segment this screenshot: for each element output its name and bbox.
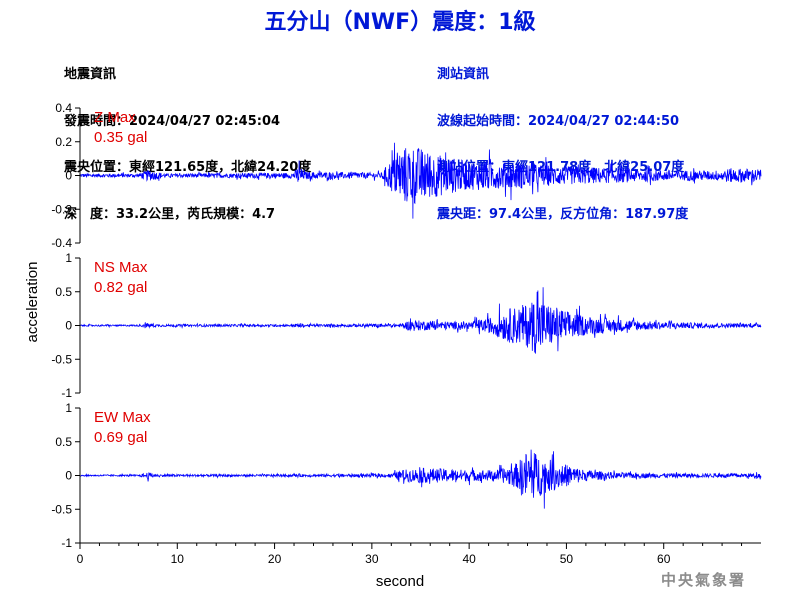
x-tick-label: 0 bbox=[77, 552, 84, 566]
y-axis-label: acceleration bbox=[24, 262, 41, 343]
station-info-heading: 測站資訊 bbox=[437, 67, 490, 82]
y-tick-label-ew: 0 bbox=[65, 469, 72, 483]
wave-start-time: 波線起始時間：2024/04/27 02:44:50 bbox=[437, 113, 680, 129]
waveform-z bbox=[79, 142, 762, 219]
max-title-ns: NS Max bbox=[94, 259, 148, 276]
waveform-ns bbox=[79, 287, 762, 354]
event-info-heading: 地震資訊 bbox=[64, 67, 117, 82]
y-tick-label-ns: 0 bbox=[65, 319, 72, 333]
y-tick-label-z: 0.4 bbox=[55, 101, 72, 115]
y-tick-label-ew: 1 bbox=[65, 401, 72, 415]
max-value-z: 0.35 gal bbox=[94, 129, 147, 146]
waveform-ew bbox=[79, 449, 762, 509]
depth-magnitude: 深 度：33.2公里，芮氏規模：4.7 bbox=[64, 206, 276, 222]
x-tick-label: 50 bbox=[560, 552, 574, 566]
y-tick-label-ew: -0.5 bbox=[51, 502, 72, 516]
station-info: 測站資訊 波線起始時間：2024/04/27 02:44:50 測站位置：東經1… bbox=[437, 36, 688, 238]
y-tick-label-ns: 0.5 bbox=[55, 285, 72, 299]
max-value-ns: 0.82 gal bbox=[94, 279, 147, 296]
origin-time: 發震時間：2024/04/27 02:45:04 bbox=[64, 113, 281, 129]
x-tick-label: 10 bbox=[171, 552, 185, 566]
distance-azimuth: 震央距：97.4公里，反方位角：187.97度 bbox=[437, 206, 689, 222]
y-tick-label-z: 0 bbox=[65, 169, 72, 183]
x-tick-label: 40 bbox=[462, 552, 476, 566]
y-tick-label-ew: 0.5 bbox=[55, 435, 72, 449]
y-tick-label-ns: -1 bbox=[61, 386, 72, 400]
epicenter: 震央位置：東經121.65度，北緯24.20度 bbox=[64, 160, 312, 175]
max-title-z: Z Max bbox=[94, 109, 136, 126]
chart-title: 五分山（NWF）震度：1級 bbox=[264, 10, 536, 35]
y-tick-label-ew: -1 bbox=[61, 536, 72, 550]
x-axis-label: second bbox=[376, 573, 424, 590]
y-tick-label-z: -0.4 bbox=[51, 236, 72, 250]
y-tick-label-ns: -0.5 bbox=[51, 352, 72, 366]
max-title-ew: EW Max bbox=[94, 409, 151, 426]
y-tick-label-z: 0.2 bbox=[55, 135, 72, 149]
x-tick-label: 20 bbox=[268, 552, 282, 566]
x-tick-label: 60 bbox=[657, 552, 671, 566]
max-value-ew: 0.69 gal bbox=[94, 429, 147, 446]
event-info: 地震資訊 發震時間：2024/04/27 02:45:04 震央位置：東經121… bbox=[64, 36, 311, 238]
y-tick-label-z: -0.2 bbox=[51, 202, 72, 216]
x-tick-label: 30 bbox=[365, 552, 379, 566]
footer-agency: 中央氣象署 bbox=[660, 571, 746, 589]
y-tick-label-ns: 1 bbox=[65, 251, 72, 265]
